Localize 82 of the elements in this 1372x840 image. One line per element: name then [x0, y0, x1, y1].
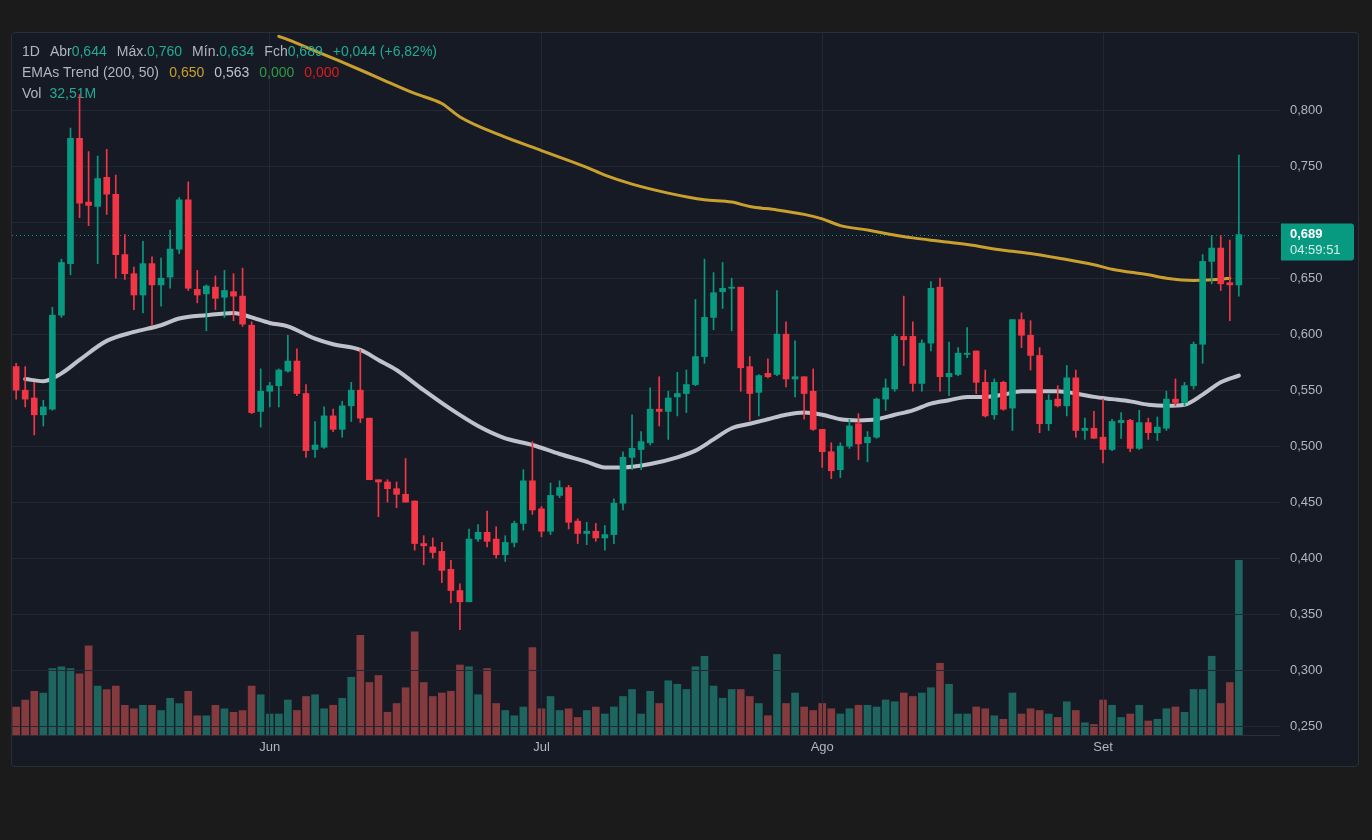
chart-title: Vol — [22, 84, 42, 101]
bar — [1126, 713, 1135, 735]
y-tick-label: 0,400 — [1290, 549, 1323, 565]
bar — [582, 710, 591, 735]
bar — [1144, 720, 1153, 735]
bar — [1189, 689, 1198, 735]
y-tick-label: 0,600 — [1290, 325, 1323, 341]
y-tick-label: 0,550 — [1290, 381, 1323, 397]
bar — [1235, 560, 1243, 735]
text: EMAs Trend (200, 50) — [22, 63, 159, 80]
y-tick-label: 0,750 — [1290, 157, 1323, 173]
bar — [773, 654, 781, 735]
bar — [682, 689, 691, 735]
bar — [990, 715, 999, 735]
bar — [329, 704, 337, 735]
y-tick-label: 0,800 — [1290, 101, 1323, 117]
candlestick — [420, 535, 428, 566]
annotation: 0,000 — [259, 63, 295, 80]
bar — [755, 703, 763, 735]
candlestick — [193, 270, 201, 304]
candlestick — [628, 414, 636, 470]
bar — [1081, 722, 1089, 735]
bar — [374, 675, 383, 735]
annotation: 0,650 — [169, 63, 205, 80]
y-tick-label: 0,250 — [1290, 717, 1323, 733]
bar — [655, 703, 664, 735]
bar — [782, 703, 790, 735]
candlestick — [637, 431, 645, 470]
annotation: +0,044 (+6,82%) — [332, 42, 438, 59]
candlestick — [1226, 239, 1234, 322]
x-tick-label: Jul — [533, 739, 550, 755]
annotation: 0,000 — [304, 63, 340, 80]
ref-line-label: 0,689 — [1290, 226, 1323, 242]
x-tick-label: Ago — [810, 739, 834, 755]
annotation: Abr0,644 — [49, 42, 107, 59]
bar — [573, 717, 582, 735]
bar — [410, 631, 419, 735]
bar — [936, 662, 944, 735]
bar — [1135, 704, 1144, 735]
bar — [75, 673, 84, 735]
bar — [1207, 655, 1216, 735]
candlestick — [655, 376, 663, 427]
candlestick — [963, 327, 971, 359]
text: 04:59:51 — [1290, 242, 1341, 258]
candlestick — [791, 340, 799, 398]
candlestick — [1099, 398, 1107, 464]
bar — [1198, 689, 1207, 735]
y-tick-label: 0,650 — [1290, 269, 1323, 285]
x-tick-label: Jun — [259, 739, 281, 755]
bar — [546, 696, 555, 735]
annotation: Máx.0,760 — [116, 42, 183, 59]
candlestick — [673, 371, 681, 417]
y-tick-label: 0,300 — [1290, 661, 1323, 677]
x-tick-label: Set — [1093, 739, 1114, 755]
y-tick-label: 0,500 — [1290, 437, 1323, 453]
candlestick — [900, 295, 908, 366]
bar — [365, 682, 374, 735]
bar — [39, 692, 48, 735]
candlestick — [1081, 417, 1089, 440]
bar — [148, 704, 156, 735]
bar — [890, 701, 899, 735]
bar — [1053, 717, 1062, 735]
bar — [1072, 710, 1080, 735]
candlestick — [21, 366, 29, 408]
bar — [791, 692, 799, 735]
annotation: Mín.0,634 — [192, 42, 255, 59]
y-tick-label: 0,350 — [1290, 605, 1323, 621]
bar — [591, 706, 600, 735]
candlestick — [1117, 412, 1125, 439]
bar — [727, 689, 736, 735]
annotation: 32,51M — [49, 84, 97, 101]
candlestick — [583, 521, 591, 545]
bar — [139, 704, 147, 735]
bar — [356, 634, 365, 735]
bar — [84, 645, 93, 735]
bar — [764, 715, 772, 735]
text: 1D — [22, 42, 40, 59]
bar — [401, 687, 410, 735]
bar — [1062, 701, 1071, 735]
line-series — [23, 310, 1241, 470]
annotation: 0,563 — [214, 63, 250, 80]
y-tick-label: 0,450 — [1290, 493, 1323, 509]
